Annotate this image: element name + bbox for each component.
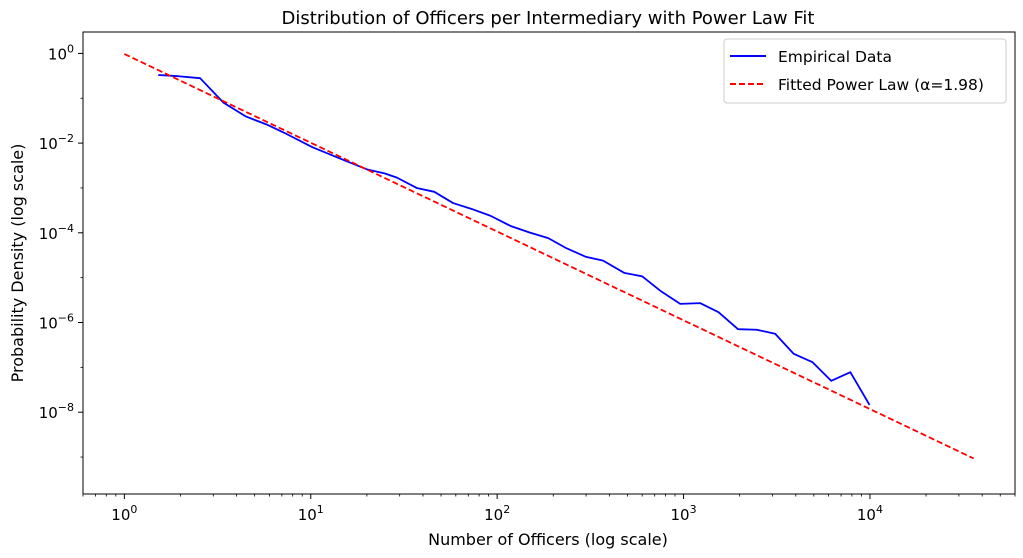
x-tick-label: 102	[484, 503, 510, 524]
x-tick-label: 104	[857, 503, 883, 524]
plot-frame	[82, 31, 1016, 495]
y-axis-label: Probability Density (log scale)	[8, 144, 27, 383]
y-tick-label: 10−8	[39, 401, 74, 422]
y-axis-ticks: 100 10−2 10−4 10−6 10−8	[39, 42, 83, 458]
legend-label-power-law: Fitted Power Law (α=1.98)	[778, 76, 984, 94]
legend: Empirical Data Fitted Power Law (α=1.98)	[723, 38, 1007, 104]
legend-box	[723, 38, 1007, 104]
x-axis-ticks: 100 101 102 103 104	[82, 494, 1016, 524]
series-layer	[123, 53, 975, 460]
x-tick-label: 103	[671, 503, 697, 524]
series-line-empirical	[158, 74, 871, 406]
y-tick-label: 10−4	[39, 222, 74, 243]
y-tick-label: 10−2	[39, 132, 74, 153]
x-tick-label: 100	[111, 503, 137, 524]
y-tick-label: 100	[48, 42, 74, 63]
x-tick-label: 101	[298, 503, 324, 524]
legend-label-empirical: Empirical Data	[778, 48, 892, 66]
x-axis-label: Number of Officers (log scale)	[428, 530, 668, 549]
y-tick-label: 10−6	[39, 311, 74, 332]
series-line-power-law	[123, 53, 975, 460]
chart-title: Distribution of Officers per Intermediar…	[282, 8, 815, 29]
